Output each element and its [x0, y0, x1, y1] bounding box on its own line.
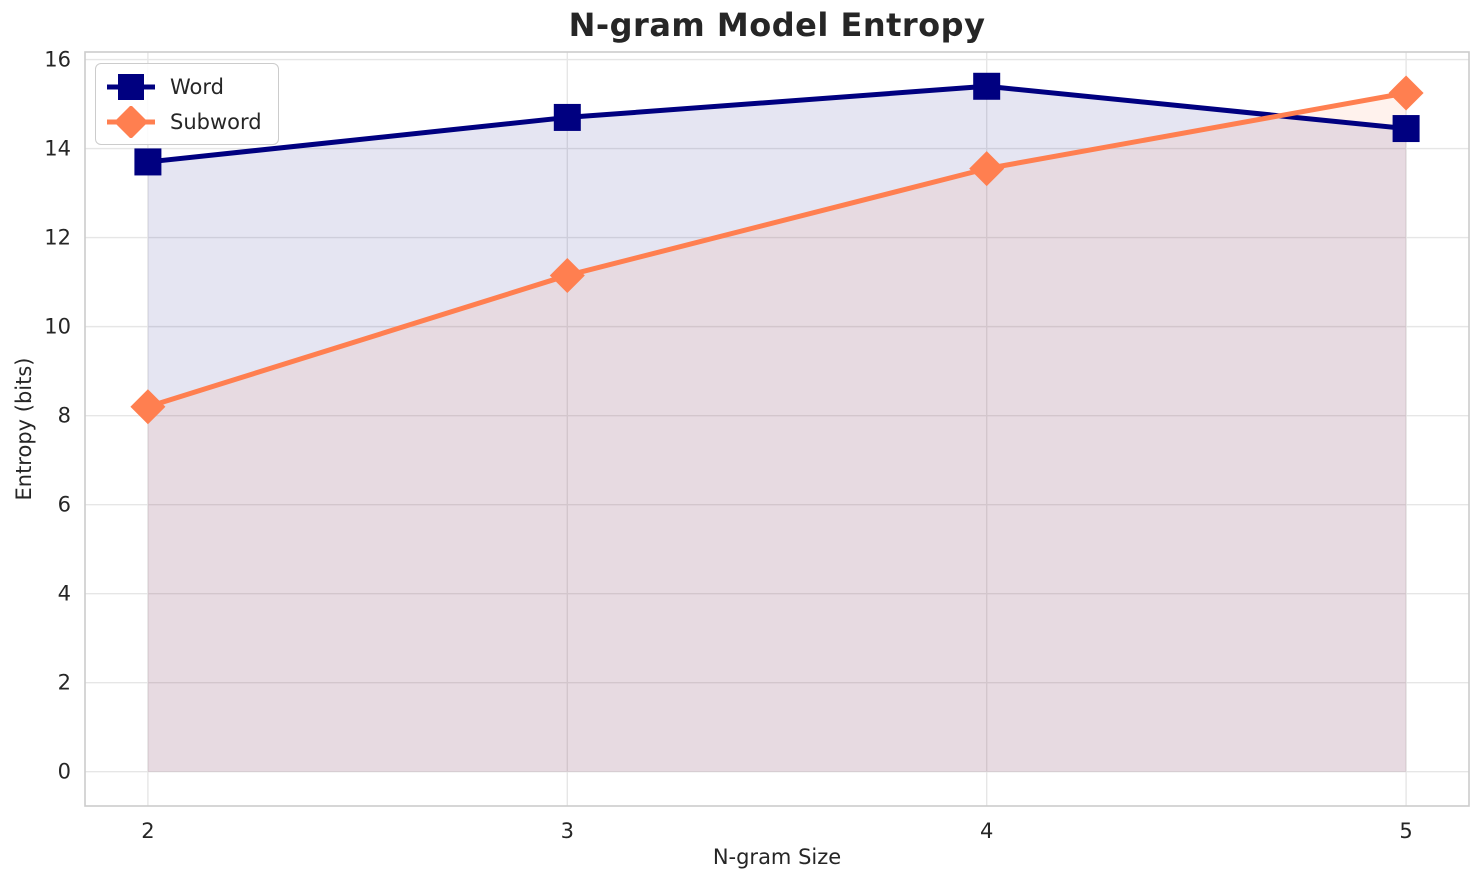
subword-marker — [969, 151, 1005, 187]
legend: Word Subword — [95, 63, 279, 145]
y-tick-label: 0 — [58, 760, 71, 784]
legend-label-word: Word — [170, 74, 224, 99]
axes-spines — [84, 51, 1470, 807]
y-tick-label: 10 — [44, 315, 71, 339]
y-tick-label: 12 — [44, 226, 71, 250]
plot-background — [85, 52, 1469, 806]
word-line — [145, 83, 1409, 165]
y-tick-label: 6 — [58, 493, 71, 517]
subword-area-fill — [147, 92, 1407, 772]
legend-label-subword: Subword — [170, 109, 262, 134]
word-marker — [1392, 115, 1420, 143]
word-marker — [134, 148, 162, 176]
subword-line-diamond-marker-icon — [107, 105, 155, 138]
subword-marker — [130, 389, 166, 425]
y-tick-label: 4 — [58, 582, 71, 606]
x-tick-label: 2 — [141, 819, 154, 843]
subword-marker — [1388, 75, 1424, 111]
y-tick-label: 8 — [58, 404, 71, 428]
word-marker — [973, 72, 1001, 100]
subword-line — [145, 90, 1409, 410]
word-area-fill — [147, 86, 1407, 772]
y-axis-label: Entropy (bits) — [12, 357, 36, 501]
chart-title: N-gram Model Entropy — [568, 6, 986, 44]
legend-item-subword: Subword — [106, 105, 262, 138]
word-marker — [553, 103, 581, 131]
word-line-square-marker-icon — [107, 73, 155, 100]
y-tick-label: 14 — [44, 137, 71, 161]
y-tick-label: 16 — [44, 48, 71, 72]
x-axis-label: N-gram Size — [712, 845, 842, 869]
subword-marker — [549, 257, 585, 293]
legend-item-word: Word — [106, 70, 262, 103]
x-tick-label: 4 — [980, 819, 993, 843]
x-tick-label: 5 — [1399, 819, 1412, 843]
x-tick-label: 3 — [561, 819, 574, 843]
y-tick-label: 2 — [58, 671, 71, 695]
